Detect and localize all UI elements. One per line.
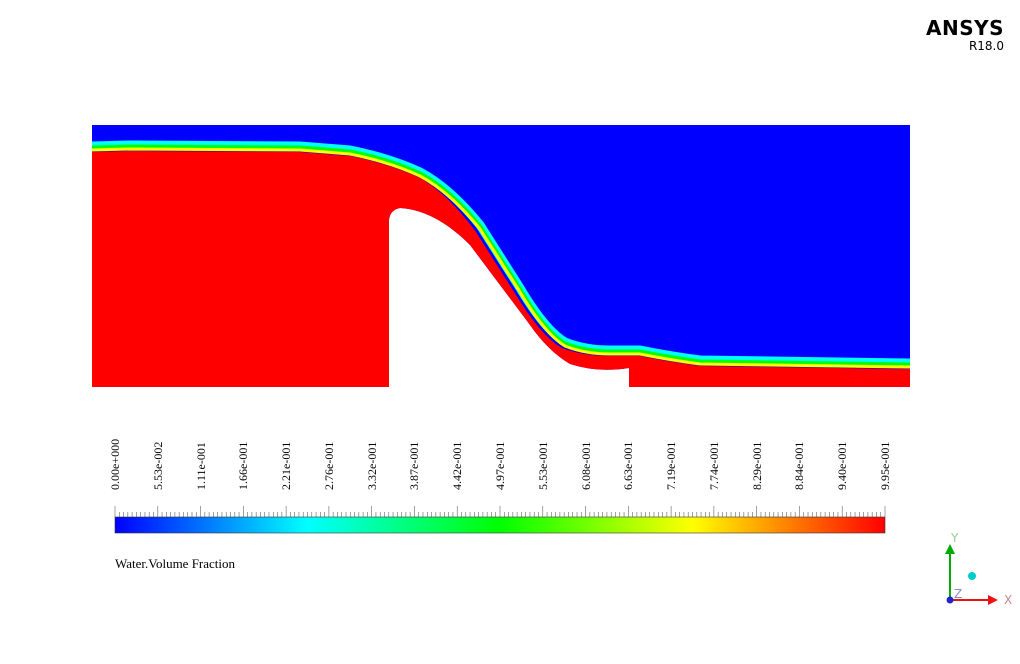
z-axis-label: Z (954, 587, 962, 601)
colorbar-tick-label: 3.32e-001 (365, 430, 379, 490)
x-axis-arrowhead (988, 595, 998, 605)
colorbar-gradient (115, 517, 885, 533)
axis-triad[interactable]: Y X Z (930, 528, 1020, 613)
colorbar-tick-label: 8.84e-001 (792, 430, 806, 490)
quantity-label: Water.Volume Fraction (115, 556, 235, 572)
colorbar-tick-label: 4.42e-001 (450, 430, 464, 490)
x-axis-label: X (1004, 593, 1012, 607)
colorbar-tick-label: 9.95e-001 (878, 430, 892, 490)
colorbar-tick-label: 2.21e-001 (279, 430, 293, 490)
colorbar-tick-label: 1.11e-001 (194, 430, 208, 490)
y-axis-arrowhead (945, 544, 955, 554)
colorbar-tick-label: 2.76e-001 (322, 430, 336, 490)
colorbar-tick-label: 5.53e-001 (536, 430, 550, 490)
colorbar-tick-label: 9.40e-001 (835, 430, 849, 490)
colorbar-tick-label: 4.97e-001 (493, 430, 507, 490)
colorbar-tick-label: 8.29e-001 (750, 430, 764, 490)
colorbar-minor-ticks (115, 506, 885, 517)
rotation-center-icon (968, 572, 976, 580)
colorbar-tick-label: 6.08e-001 (579, 430, 593, 490)
colorbar-tick-label: 7.74e-001 (707, 430, 721, 490)
colorbar-tick-label: 0.00e+000 (108, 430, 122, 490)
colorbar-tick-label: 7.19e-001 (664, 430, 678, 490)
colorbar-tick-label: 6.63e-001 (621, 430, 635, 490)
y-axis-label: Y (950, 531, 959, 545)
colorbar-tick-label: 1.66e-001 (236, 430, 250, 490)
colorbar-tick-label: 5.53e-002 (151, 430, 165, 490)
colorbar-tick-label: 3.87e-001 (407, 430, 421, 490)
z-axis-origin (947, 597, 954, 604)
